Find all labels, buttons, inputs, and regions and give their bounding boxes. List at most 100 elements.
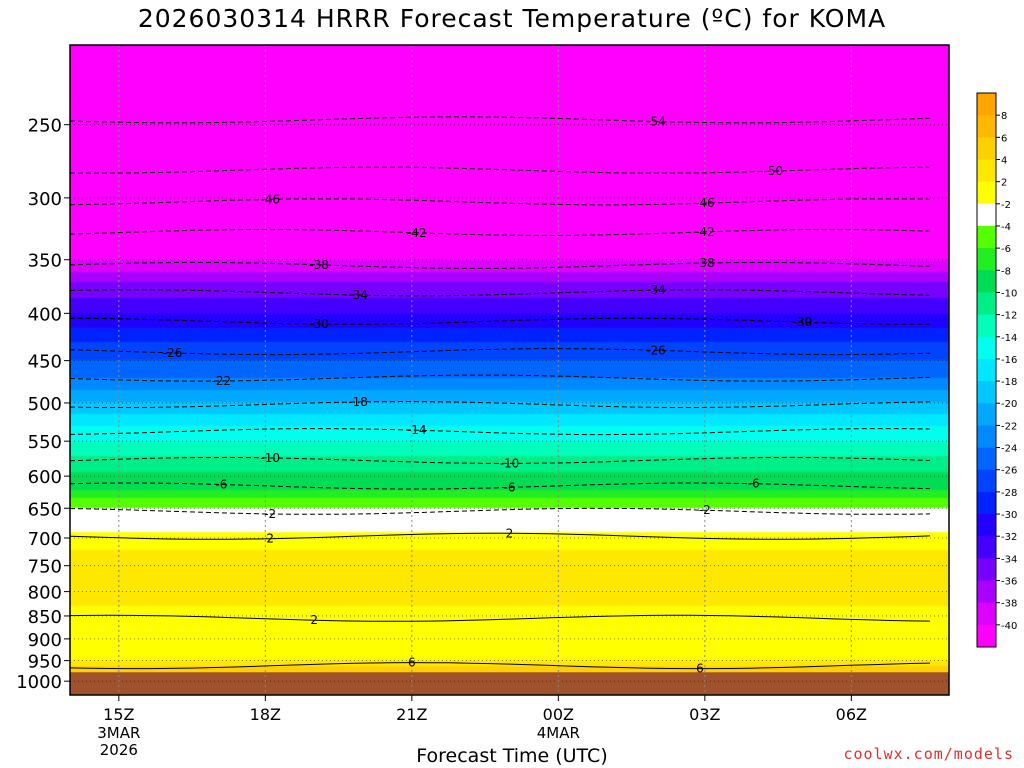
contour-line: [70, 614, 931, 622]
contour-line: [70, 166, 931, 174]
y-tick-label: 650: [28, 499, 62, 520]
colorbar: 8 6 4 2 -2 -4 -6 -8 -10 -12 -14 -16 -18 -20 -22 -24 -26 -…: [976, 92, 1017, 648]
contour-line: [70, 116, 931, 124]
colorbar-label: -28: [1001, 488, 1017, 499]
temperature-field: [70, 45, 949, 695]
colorbar-bin: [977, 447, 996, 471]
x-tick-sublabel: 4MAR: [537, 724, 580, 742]
colorbar-bin: [977, 137, 996, 160]
contour-line: [70, 456, 931, 464]
colorbar-label: -8: [1001, 266, 1011, 277]
colorbar-label: -38: [1001, 599, 1017, 610]
colorbar-bin: [977, 624, 996, 648]
y-tick-label: 1000: [16, 672, 62, 693]
contour-line: [70, 289, 931, 297]
colorbar-bin: [977, 491, 996, 515]
colorbar-bin: [977, 558, 996, 581]
contour-label: -38: [309, 258, 329, 272]
colorbar-bin: [977, 580, 996, 604]
x-tick-label: 00Z: [543, 705, 574, 724]
contour-label: -26: [163, 346, 183, 360]
y-tick-label: 400: [28, 304, 62, 325]
contour-line: [70, 428, 931, 436]
colorbar-bin: [977, 425, 996, 448]
contour-line: [70, 482, 931, 490]
colorbar-bin: [977, 115, 996, 138]
colorbar-label: -10: [1001, 288, 1017, 299]
colorbar-label: 6: [1001, 133, 1007, 144]
colorbar-label: 4: [1001, 155, 1007, 166]
contour-label: -6: [215, 477, 227, 491]
y-tick-label: 550: [28, 432, 62, 453]
y-tick-label: 500: [28, 394, 62, 415]
y-tick-label: 950: [28, 652, 62, 673]
axes: 2503003504004505005506006507007508008509…: [16, 116, 867, 759]
colorbar-label: -30: [1001, 510, 1017, 521]
colorbar-frame: [976, 92, 997, 648]
contour-line: [70, 400, 931, 408]
contour-line: [70, 662, 931, 670]
colorbar-bin: [977, 93, 996, 116]
colorbar-bin: [977, 469, 996, 493]
contour-label: 2: [506, 526, 514, 540]
watermark: coolwx.com/models: [843, 745, 1014, 763]
contour-label: -6: [504, 480, 516, 494]
y-tick-label: 900: [28, 630, 62, 651]
colorbar-label: -34: [1001, 554, 1017, 565]
ground-fill: [70, 672, 949, 695]
contour-label: -10: [260, 451, 280, 465]
contour-label: -2: [264, 507, 276, 521]
colorbar-label: 8: [1001, 111, 1007, 122]
plot-area: -54-50-46 -46-42 -42-38 -38-34 -34-30 -30-26-…: [69, 44, 950, 696]
y-tick-label: 750: [28, 557, 62, 578]
x-axis-label: Forecast Time (UTC): [416, 745, 608, 767]
y-tick-label: 250: [28, 116, 62, 137]
contour-label: 6: [696, 662, 704, 676]
contour-line: [70, 374, 931, 382]
colorbar-bin: [977, 292, 996, 315]
colorbar-bin: [977, 381, 996, 404]
colorbar-bin: [977, 270, 996, 293]
y-tick-label: 600: [28, 467, 62, 488]
y-tick-label: 800: [28, 583, 62, 604]
contour-label: -54: [646, 115, 666, 129]
colorbar-label: -18: [1001, 377, 1017, 388]
x-tick-sublabel: 3MAR: [97, 724, 140, 742]
colorbar-bin: [977, 403, 996, 426]
colorbar-label: -6: [1001, 244, 1011, 255]
x-tick-label: 18Z: [250, 705, 281, 724]
contour-line: [70, 348, 931, 356]
contour-label: -14: [407, 423, 427, 437]
colorbar-label: -26: [1001, 466, 1017, 477]
y-tick-label: 450: [28, 352, 62, 373]
contour-label: -46: [260, 192, 280, 206]
colorbar-label: -4: [1001, 222, 1011, 233]
contour-label: -34: [646, 283, 666, 297]
contour-label: -26: [646, 343, 666, 357]
contour-group: -54-50-46 -46-42 -42-38 -38-34 -34-30 -30-26-…: [70, 115, 931, 676]
contour-label: 2: [310, 613, 318, 627]
colorbar-label: -20: [1001, 399, 1017, 410]
contour-label: -6: [748, 477, 760, 491]
contour-label: 6: [408, 656, 416, 670]
colorbar-bin: [977, 181, 996, 205]
colorbar-label: -14: [1001, 333, 1017, 344]
colorbar-bin: [977, 358, 996, 382]
y-tick-label: 350: [28, 251, 62, 272]
colorbar-bin: [977, 336, 996, 360]
x-tick-label: 06Z: [836, 705, 867, 724]
contour-label: -22: [212, 374, 232, 388]
contour-label: -34: [348, 288, 368, 302]
contour-line: [70, 317, 930, 325]
colorbar-label: -12: [1001, 311, 1017, 322]
contour-label: 2: [266, 532, 274, 546]
contour-label: -30: [309, 317, 329, 331]
colorbar-bin: [977, 225, 996, 249]
y-tick-label: 300: [28, 189, 62, 210]
contour-label: -46: [695, 196, 715, 210]
colorbar-bin: [977, 602, 996, 626]
colorbar-label: 2: [1001, 178, 1007, 189]
colorbar-bin: [977, 203, 996, 227]
x-tick-label: 21Z: [396, 705, 427, 724]
